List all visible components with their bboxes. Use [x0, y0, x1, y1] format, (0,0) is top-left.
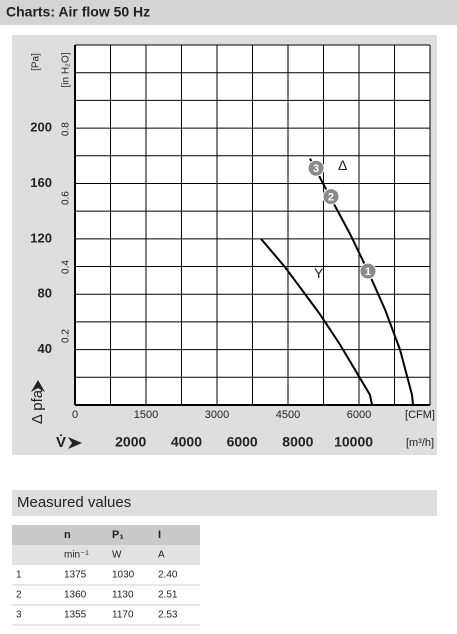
table-cell: 2 [16, 590, 22, 601]
column-unit: A [158, 550, 165, 561]
header-bar [0, 0, 457, 25]
table-cell: 1170 [112, 610, 134, 621]
pressure-arrow [31, 380, 45, 392]
column-unit: W [112, 550, 122, 561]
x-tick-label: 6000 [347, 409, 371, 421]
curve-label: Y [314, 265, 324, 281]
table-title: Measured values [17, 494, 131, 511]
x-axis-label: [CFM] [405, 409, 435, 421]
x2-tick-label: 10000 [334, 434, 373, 450]
header-title: Charts: Air flow 50 Hz [6, 4, 150, 20]
y2-tick-label: 0.2 [61, 329, 72, 343]
pressure-label: Δ pfa [29, 389, 46, 424]
y-axis-label: [Pa] [31, 53, 42, 71]
table-cell: 1030 [112, 570, 135, 581]
column-unit: min⁻¹ [64, 550, 89, 561]
x2-tick-label: 2000 [115, 434, 146, 450]
x2-tick-label: 4000 [171, 434, 202, 450]
x-tick-label: 3000 [205, 409, 229, 421]
y2-tick-label: 0.8 [61, 122, 72, 136]
operating-point [322, 188, 340, 206]
curve-label: Δ [338, 157, 347, 173]
y2-tick-label: 0.4 [61, 260, 72, 274]
x-tick-label: 1500 [134, 409, 158, 421]
y-tick-label: 80 [38, 286, 52, 301]
x-tick-label: 0 [72, 409, 78, 421]
chart: 40 80 120 160 200 0.2 0.4 0.6 0.8 0 1500 3000 4500 60… [29, 44, 435, 451]
table-header-row [12, 525, 200, 545]
y-tick-label: 40 [38, 341, 52, 356]
operating-point-label: 3 [313, 163, 319, 175]
y2-tick-label: 0.6 [61, 191, 72, 205]
table-cell: 1360 [64, 590, 87, 601]
y2-axis-label: [in H₂O] [61, 52, 72, 87]
x2-tick-label: 6000 [227, 434, 258, 450]
x2-tick-label: 8000 [282, 434, 313, 450]
table-cell: 2.51 [158, 590, 178, 601]
curve [260, 238, 373, 406]
table-cell: 1 [16, 570, 22, 581]
table-cell: 2.53 [158, 610, 178, 621]
operating-point-label: 2 [328, 192, 334, 204]
operating-point [307, 159, 325, 177]
table-cell: 1355 [64, 610, 87, 621]
y-tick-label: 160 [30, 175, 52, 190]
column-header: n [64, 529, 71, 541]
x-tick-label: 4500 [276, 409, 300, 421]
operating-point-label: 1 [365, 266, 371, 278]
operating-point [359, 262, 377, 280]
y-tick-label: 120 [30, 230, 52, 245]
table-cell: 2.40 [158, 570, 178, 581]
table-cell: 1375 [64, 570, 87, 581]
table-title-bar [12, 490, 437, 516]
table-cell: 3 [16, 610, 22, 621]
table-units-row [12, 545, 200, 565]
x2-axis-label: [m³/h] [406, 437, 434, 449]
flow-label: V̇ [56, 434, 66, 451]
column-header: P₁ [112, 529, 124, 541]
table-cell: 1130 [112, 590, 134, 601]
y-tick-label: 200 [30, 120, 52, 135]
column-header: I [158, 529, 161, 541]
flow-arrow [68, 437, 82, 449]
